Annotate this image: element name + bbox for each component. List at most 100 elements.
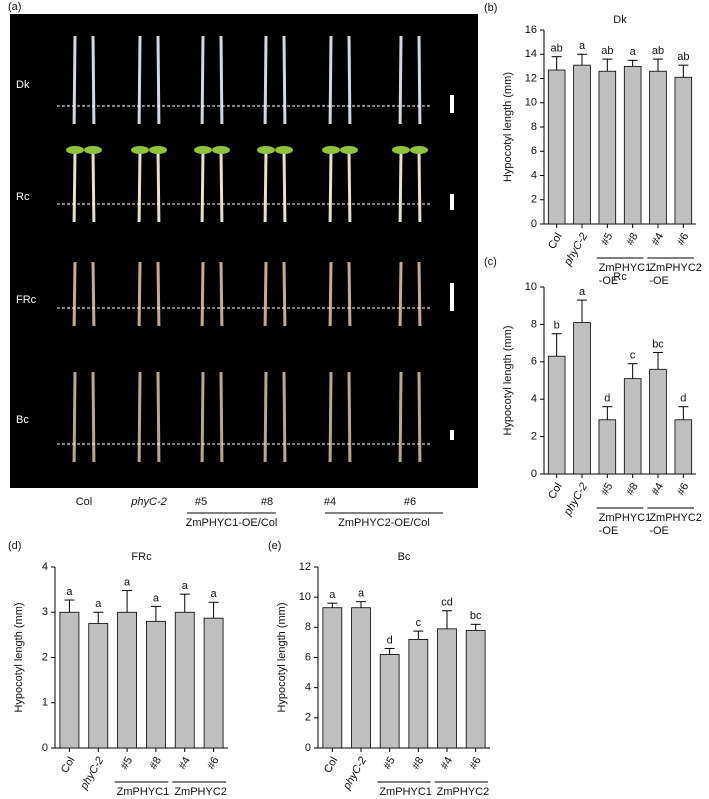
error-bar — [678, 64, 689, 78]
x-tick-label: Col — [59, 755, 78, 775]
x-tick-label: #5 — [381, 755, 398, 772]
column-label: #5 — [195, 496, 207, 508]
bar — [598, 419, 617, 475]
error-bar — [64, 599, 75, 613]
cotyledon — [84, 146, 102, 154]
group-label: ZmPHYC2 — [649, 262, 702, 274]
bar — [437, 628, 457, 749]
seedling — [398, 149, 403, 223]
significance-letter: ab — [551, 43, 563, 55]
x-tick-label: #8 — [148, 755, 165, 772]
row-label: Bc — [16, 414, 29, 426]
significance-letter: a — [358, 588, 365, 600]
significance-letter: d — [604, 393, 610, 405]
panel-label: (a) — [8, 1, 21, 13]
seedling — [91, 261, 96, 327]
y-tick-label: 8 — [531, 121, 537, 133]
y-tick-label: 0 — [531, 218, 537, 230]
panel-label: (c) — [484, 256, 497, 268]
error-bar — [627, 363, 638, 379]
error-bar — [179, 593, 190, 613]
cotyledon — [212, 146, 230, 154]
bar — [573, 64, 591, 225]
y-axis-label: Hypocotyl length (mm) — [276, 602, 288, 712]
x-tick-label: #4 — [650, 231, 667, 248]
seedling — [156, 35, 161, 125]
bar — [322, 607, 343, 749]
error-bar — [413, 630, 424, 640]
bar — [379, 654, 400, 749]
significance-letter: cd — [441, 597, 453, 609]
error-bar — [653, 351, 663, 370]
seedling — [282, 35, 287, 125]
significance-letter: bc — [470, 610, 482, 622]
error-bar — [627, 59, 638, 67]
column-label: #8 — [261, 496, 273, 508]
seedling — [282, 371, 287, 463]
x-tick-label: #6 — [205, 755, 222, 772]
x-tick-label: #5 — [119, 755, 136, 772]
bar — [117, 611, 137, 749]
group-label: ZmPHYC1 — [117, 786, 170, 798]
column-label: #6 — [404, 496, 416, 508]
y-axis-label: Hypocotyl length (mm) — [502, 325, 514, 435]
panel-label: (e) — [268, 540, 281, 552]
bar — [649, 368, 667, 475]
cotyledon — [149, 146, 167, 154]
y-tick-label: 8 — [531, 318, 537, 330]
x-tick-label: #6 — [675, 231, 692, 248]
significance-letter: ab — [652, 45, 664, 57]
bar — [623, 65, 642, 225]
row-label: Dk — [16, 79, 30, 91]
chart-title: Rc — [613, 271, 627, 283]
y-tick-label: 10 — [299, 591, 311, 603]
bar — [465, 629, 486, 749]
seedling — [263, 149, 268, 223]
y-tick-label: 14 — [525, 48, 537, 60]
x-tick-label: phyC-2 — [78, 755, 107, 793]
cotyledon — [410, 146, 428, 154]
row-label: Rc — [16, 191, 30, 203]
significance-letter: c — [416, 617, 422, 629]
significance-letter: a — [124, 576, 131, 588]
significance-letter: a — [630, 46, 637, 58]
error-bar — [602, 406, 613, 420]
cotyledon — [340, 146, 358, 154]
cotyledon — [257, 146, 275, 154]
seedling — [263, 371, 268, 463]
x-tick-label: Col — [546, 231, 565, 251]
error-bar — [653, 58, 663, 72]
panel-label: (b) — [484, 2, 497, 14]
bar — [547, 69, 566, 225]
seedling — [347, 371, 352, 463]
seedling — [417, 371, 422, 463]
seedling — [398, 371, 403, 463]
panel-label: (d) — [8, 540, 21, 552]
column-label: phyC-2 — [130, 496, 166, 508]
seedling — [347, 35, 352, 125]
bar — [408, 639, 429, 749]
significance-letter: d — [680, 393, 686, 405]
cotyledon — [131, 146, 149, 154]
significance-letter: a — [211, 588, 218, 600]
bar — [573, 322, 591, 475]
significance-letter: a — [579, 40, 586, 52]
group-label: ZmPHYC1 — [599, 512, 652, 524]
y-axis-label: Hypocotyl length (mm) — [13, 602, 25, 712]
error-bar — [384, 647, 395, 655]
y-tick-label: 3 — [42, 606, 48, 618]
x-tick-label: #8 — [624, 481, 641, 498]
y-tick-label: 6 — [305, 651, 311, 663]
bar — [351, 607, 371, 749]
significance-letter: a — [95, 598, 102, 610]
seedling — [263, 261, 268, 327]
y-tick-label: 6 — [531, 145, 537, 157]
x-tick-label: #4 — [439, 755, 456, 772]
y-tick-label: 0 — [42, 742, 48, 754]
significance-letter: c — [630, 350, 636, 362]
cotyledon — [392, 146, 410, 154]
seedling — [72, 261, 77, 327]
y-tick-label: 2 — [531, 194, 537, 206]
bar — [674, 419, 693, 475]
y-tick-label: 2 — [42, 651, 48, 663]
